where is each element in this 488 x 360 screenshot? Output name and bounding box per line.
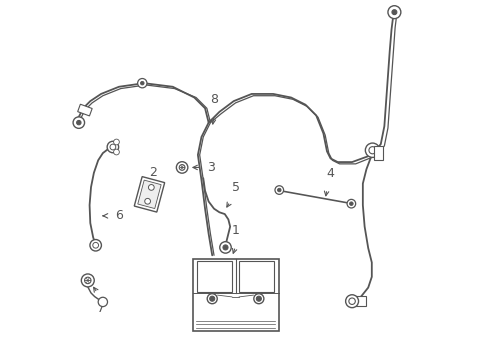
- Text: 7: 7: [97, 302, 105, 315]
- Bar: [239, 261, 274, 292]
- Circle shape: [137, 78, 147, 88]
- Circle shape: [348, 298, 355, 305]
- Text: 4: 4: [326, 167, 334, 180]
- Bar: [192, 259, 278, 330]
- Circle shape: [387, 6, 400, 19]
- Bar: [355, 296, 366, 306]
- Bar: [196, 261, 231, 292]
- Circle shape: [365, 143, 379, 157]
- Text: 8: 8: [209, 94, 218, 107]
- Circle shape: [77, 121, 81, 125]
- Circle shape: [144, 198, 150, 204]
- Circle shape: [207, 294, 217, 304]
- Text: 2: 2: [149, 166, 157, 179]
- Circle shape: [274, 186, 283, 194]
- Circle shape: [349, 202, 352, 206]
- Circle shape: [223, 245, 227, 250]
- Circle shape: [107, 141, 119, 153]
- Text: 1: 1: [231, 224, 239, 237]
- Circle shape: [148, 185, 154, 190]
- Circle shape: [277, 188, 281, 192]
- Circle shape: [368, 147, 375, 154]
- Circle shape: [90, 239, 101, 251]
- Circle shape: [256, 296, 261, 301]
- Circle shape: [346, 199, 355, 208]
- Circle shape: [140, 81, 144, 85]
- Circle shape: [209, 296, 214, 301]
- Circle shape: [345, 295, 358, 308]
- Circle shape: [81, 274, 94, 287]
- Text: 3: 3: [206, 161, 214, 174]
- Circle shape: [93, 242, 99, 248]
- Circle shape: [113, 149, 119, 155]
- Polygon shape: [138, 180, 161, 208]
- Circle shape: [176, 162, 187, 173]
- Bar: [373, 146, 383, 160]
- Circle shape: [179, 165, 184, 170]
- Text: 6: 6: [115, 210, 123, 222]
- Circle shape: [391, 10, 396, 15]
- Polygon shape: [134, 177, 164, 212]
- Text: 5: 5: [231, 181, 239, 194]
- Circle shape: [73, 117, 84, 129]
- Circle shape: [98, 297, 107, 307]
- Circle shape: [113, 139, 119, 145]
- Circle shape: [84, 277, 91, 284]
- FancyBboxPatch shape: [78, 104, 92, 116]
- Circle shape: [110, 144, 116, 150]
- Circle shape: [219, 242, 231, 253]
- Circle shape: [253, 294, 264, 304]
